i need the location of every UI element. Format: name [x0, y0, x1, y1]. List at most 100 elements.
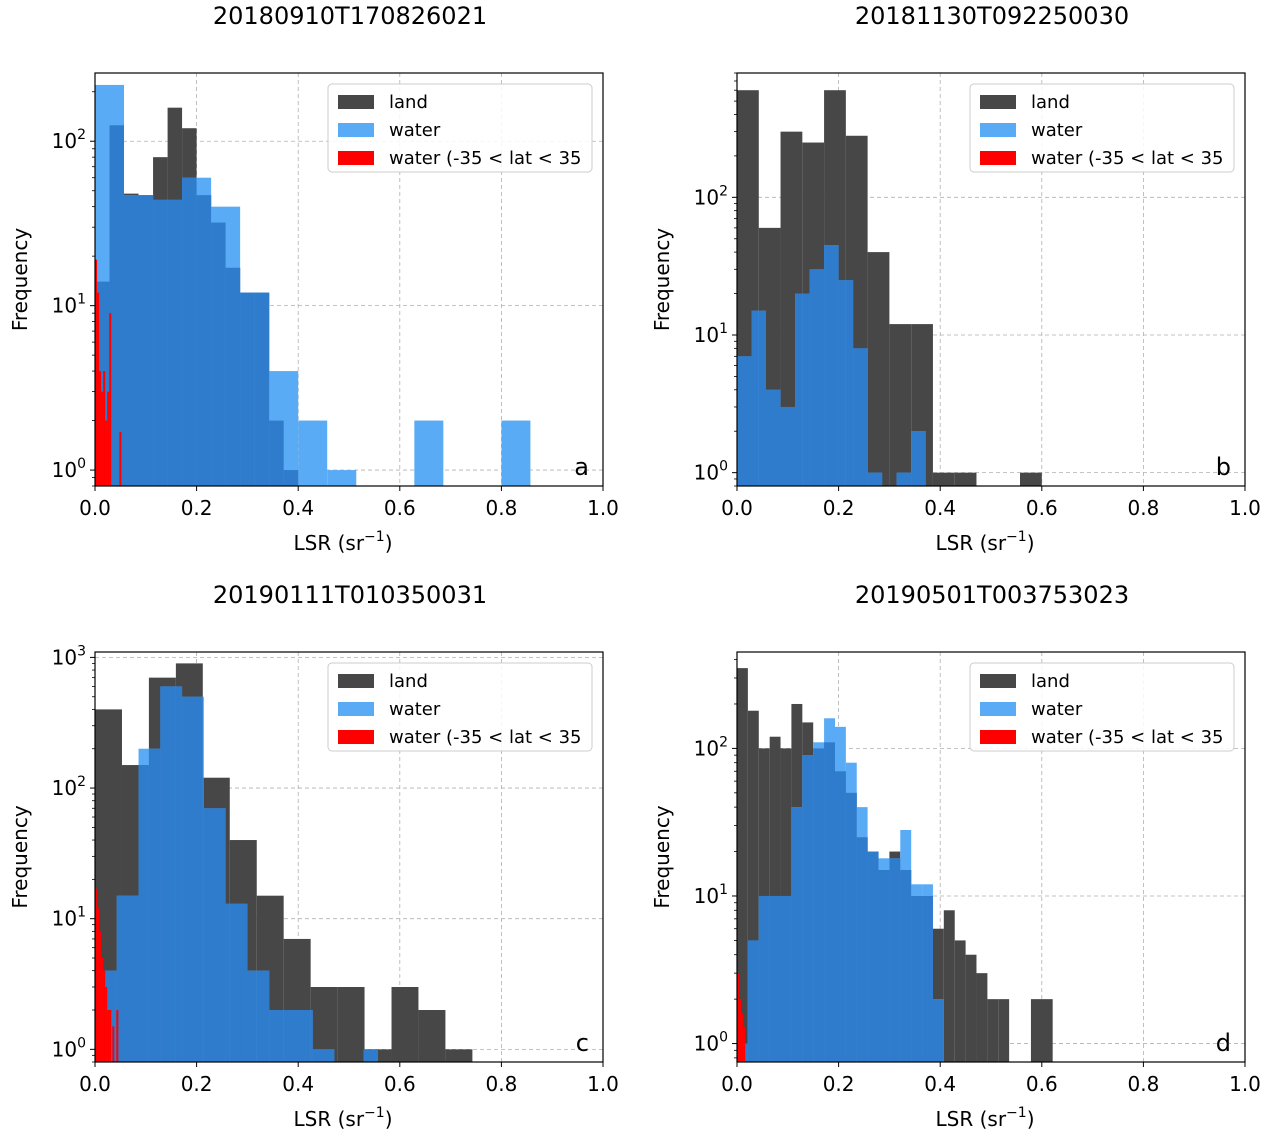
overlap-bar	[824, 742, 835, 1062]
x-tick-label: 0.0	[79, 1072, 111, 1096]
y-axis-label: Frequency	[8, 228, 32, 331]
bar	[119, 432, 122, 486]
legend-swatch	[338, 730, 374, 744]
overlap-bar	[175, 686, 183, 1062]
bar	[737, 973, 740, 1062]
panel-title: 20190111T010350031	[213, 581, 487, 609]
bar	[101, 958, 104, 1062]
overlap-bar	[867, 472, 883, 486]
overlap-bar	[737, 356, 752, 486]
overlap-bars	[95, 686, 379, 1062]
y-tick-label: 100	[52, 1035, 86, 1061]
bar	[99, 371, 102, 486]
bar	[95, 259, 98, 486]
bar	[418, 1010, 446, 1062]
legend-swatch	[980, 674, 1016, 688]
bar	[337, 987, 365, 1062]
x-tick-label: 0.8	[1127, 1072, 1159, 1096]
overlap-bar	[109, 125, 125, 486]
overlap-bar	[889, 858, 901, 1062]
x-tick-label: 0.4	[924, 1072, 956, 1096]
x-tick-label: 0.4	[924, 496, 956, 520]
legend: land water water (-35 < lat < 35	[327, 83, 593, 173]
legend-label: water (-35 < lat < 35	[389, 148, 581, 169]
bar	[739, 999, 742, 1062]
x-tick-label: 0.8	[485, 496, 517, 520]
legend-swatch	[980, 95, 1016, 109]
bar	[943, 910, 955, 1062]
overlap-bar	[867, 851, 879, 1062]
y-tick-label: 102	[694, 734, 728, 760]
overlap-bar	[802, 293, 810, 486]
overlap-bar	[138, 195, 154, 486]
y-ticks: 100 101 102	[694, 659, 737, 1059]
overlap-bar	[247, 970, 257, 1062]
overlap-bar	[290, 1010, 311, 1062]
legend: land water water (-35 < lat < 35	[327, 662, 593, 752]
overlap-bar	[269, 1010, 284, 1062]
overlap-bar	[202, 777, 204, 1062]
y-tick-label: 102	[52, 774, 86, 800]
legend-swatch	[980, 123, 1016, 137]
overlap-bar	[896, 472, 912, 486]
x-axis-label: LSR (sr−1)	[936, 1105, 1035, 1131]
bar	[298, 420, 328, 486]
bar	[743, 1026, 746, 1062]
overlap-bar	[813, 748, 825, 1062]
x-axis-label: LSR (sr−1)	[936, 529, 1035, 555]
overlap-bar	[240, 292, 255, 486]
overlap-bar	[809, 269, 825, 486]
bar	[99, 931, 102, 1062]
overlap-bar	[911, 431, 926, 486]
bar	[327, 470, 357, 486]
y-axis-label: Frequency	[650, 228, 674, 331]
bar	[1020, 472, 1042, 486]
overlap-bar	[900, 869, 912, 1062]
overlap-bar	[153, 199, 168, 486]
x-tick-label: 0.2	[823, 1072, 855, 1096]
x-tick-label: 1.0	[587, 496, 619, 520]
overlap-bars	[95, 125, 299, 486]
legend: land water water (-35 < lat < 35	[969, 83, 1235, 173]
overlap-bar	[225, 267, 241, 486]
x-tick-label: 0.4	[282, 496, 314, 520]
bar	[965, 954, 977, 1062]
y-axis-label: Frequency	[8, 805, 32, 908]
bars	[95, 84, 531, 486]
bar	[747, 710, 759, 1062]
overlap-bar	[922, 895, 933, 1062]
legend-swatch	[338, 151, 374, 165]
x-tick-label: 0.6	[384, 1072, 416, 1096]
legend-label: water (-35 < lat < 35	[1031, 148, 1223, 169]
overlap-bar	[751, 310, 759, 486]
legend-swatch	[338, 95, 374, 109]
bar	[101, 391, 104, 486]
overlap-bar	[824, 245, 839, 486]
overlap-bar	[148, 748, 161, 1062]
y-tick-label: 101	[694, 321, 728, 347]
panel-title: 20180910T170826021	[213, 2, 487, 30]
bar	[105, 987, 108, 1062]
y-tick-label: 102	[52, 127, 86, 153]
overlap-bar	[838, 280, 846, 486]
x-tick-label: 0.6	[384, 496, 416, 520]
y-ticks: 100 101 102	[52, 91, 95, 487]
panel-b: 0.0 0.2 0.4 0.6 0.8 1.0 100 101 102 20181130T0922…	[650, 2, 1261, 555]
legend-label: water (-35 < lat < 35	[389, 727, 581, 748]
overlap-bar	[911, 895, 923, 1062]
legend-swatch	[980, 151, 1016, 165]
legend-frame	[327, 662, 593, 752]
bars	[95, 663, 473, 1062]
bar	[932, 472, 955, 486]
legend-label: water	[389, 120, 441, 141]
overlap-bar	[780, 406, 796, 486]
overlap-bar	[182, 177, 197, 486]
overlap-bar	[766, 389, 781, 486]
legend-label: land	[1031, 92, 1070, 113]
bar	[95, 888, 98, 1062]
bar	[889, 324, 912, 486]
overlap-bar	[780, 895, 792, 1062]
overlap-bar	[795, 293, 803, 486]
overlap-bar	[758, 310, 767, 486]
